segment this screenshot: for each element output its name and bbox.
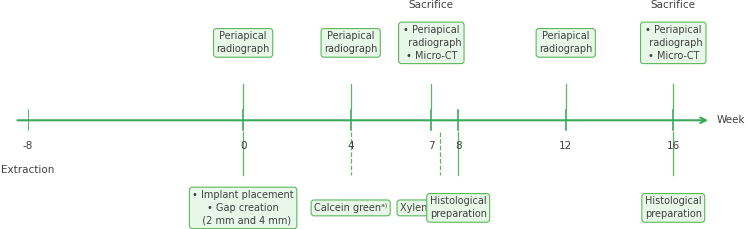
Text: Xylenol orangeᵃ⁾: Xylenol orangeᵃ⁾	[400, 203, 479, 213]
Text: • Periapical
  radiograph
• Micro-CT: • Periapical radiograph • Micro-CT	[402, 25, 461, 61]
Text: -8: -8	[23, 141, 33, 151]
Text: • Implant placement
• Gap creation
  (2 mm and 4 mm): • Implant placement • Gap creation (2 mm…	[192, 190, 294, 226]
Text: Week: Week	[717, 115, 745, 125]
Text: Histological
preparation: Histological preparation	[645, 196, 702, 219]
Text: 0: 0	[240, 141, 246, 151]
Text: Sacrifice: Sacrifice	[651, 0, 696, 10]
Text: Sacrifice: Sacrifice	[409, 0, 454, 10]
Text: 12: 12	[559, 141, 572, 151]
Text: 4: 4	[347, 141, 354, 151]
Text: 7: 7	[428, 141, 435, 151]
Text: • Periapical
  radiograph
• Micro-CT: • Periapical radiograph • Micro-CT	[643, 25, 703, 61]
Text: Calcein greenᵃ⁾: Calcein greenᵃ⁾	[314, 203, 387, 213]
Text: Extraction: Extraction	[1, 165, 55, 175]
Text: 8: 8	[455, 141, 462, 151]
Text: Periapical
radiograph: Periapical radiograph	[539, 32, 592, 54]
Text: Periapical
radiograph: Periapical radiograph	[324, 32, 377, 54]
Text: Periapical
radiograph: Periapical radiograph	[216, 32, 270, 54]
Text: 16: 16	[666, 141, 680, 151]
Text: Histological
preparation: Histological preparation	[429, 196, 487, 219]
